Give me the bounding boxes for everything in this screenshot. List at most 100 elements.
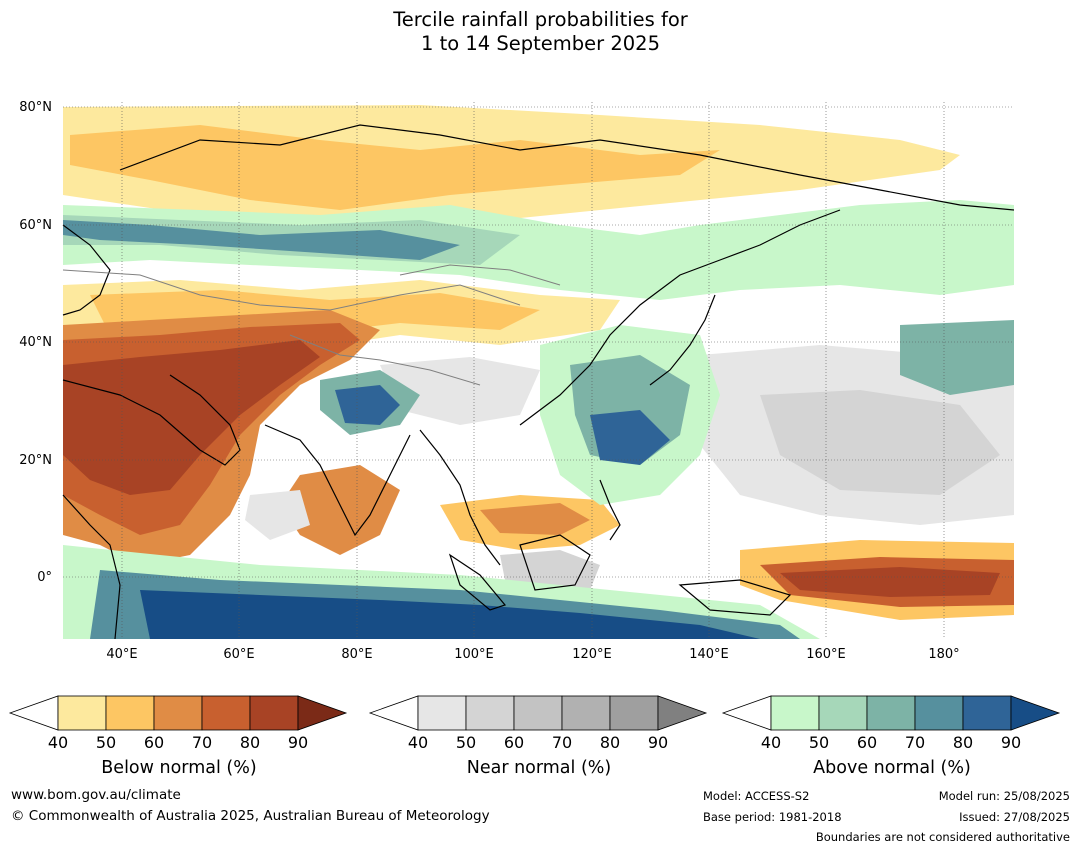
lat-label-60n: 60°N [19,218,52,233]
near-normal-china [380,357,540,425]
below-normal-areas [63,105,1014,620]
lon-label-60e: 60°E [223,647,254,662]
near-colorbar-segment [513,695,563,731]
map-frame [62,102,1015,640]
lon-label-40e: 40°E [106,647,137,662]
near-colorbar-segment [417,695,467,731]
graticule [63,102,1014,639]
boundary-mongolia [399,264,561,286]
coastline-africa-east [62,494,121,640]
boundary-central-asia [62,269,521,311]
lon-label-140e: 140°E [689,647,729,662]
below-colorbar-tick-label: 90 [288,733,308,752]
lon-label-120e: 120°E [572,647,612,662]
coastline-east-asia [519,209,841,426]
near-normal-arabian-sea [245,490,310,540]
near-colorbar-segment [465,695,515,731]
coastline-arabia [62,374,241,466]
lat-label-0: 0° [37,570,52,585]
longitude-labels: 40°E 60°E 80°E 100°E 120°E 140°E 160°E 1… [106,647,959,662]
above-colorbar-tick-label: 50 [809,733,829,752]
title-line-1: Tercile rainfall probabilities for [393,8,688,31]
above-normal-north-pacific-east [900,320,1014,395]
above-colorbar-segment [818,695,868,731]
near-colorbar-tick-label: 80 [600,733,620,752]
coastline-new-guinea [678,579,792,616]
above-colorbar-tick-label: 90 [1001,733,1021,752]
above-colorbar-left-arrow [721,695,772,731]
coastline-arctic [119,124,1015,211]
lon-label-80e: 80°E [341,647,372,662]
above-colorbar-right-arrow [1010,695,1061,731]
lat-label-20n: 20°N [19,453,52,468]
above-colorbar-segment [962,695,1012,731]
footer-issued: Issued: 27/08/2025 [959,810,1070,824]
below-colorbar-tick-label: 70 [192,733,212,752]
country-boundaries [62,264,561,386]
below-colorbar-left-arrow [8,695,59,731]
below-normal-philippines [480,503,590,535]
footer-copyright: © Commonwealth of Australia 2025, Austra… [11,808,490,824]
below-colorbar-segment [249,695,299,731]
near-colorbar-segment [609,695,659,731]
footer-model-run: Model run: 25/08/2025 [938,789,1070,803]
footer-disclaimer: Boundaries are not considered authoritat… [815,830,1070,844]
above-normal-areas [63,200,1014,639]
lon-label-100e: 100°E [454,647,494,662]
above-colorbar-segment [914,695,964,731]
below-colorbar-segment [105,695,155,731]
below-colorbar-tick-label: 50 [96,733,116,752]
boundary-china-india [289,334,481,386]
coastline-europe-west [62,224,111,316]
near-normal-north-pacific-inner [760,390,1000,495]
below-colorbar-segment [153,695,203,731]
above-normal-siberia-core [63,220,460,260]
above-normal-east-asia-core [590,410,670,465]
colorbar-title-above: Above normal (%) [813,758,971,778]
latitude-labels: 80°N 60°N 40°N 20°N 0° [19,100,52,585]
above-colorbar-tick-label: 70 [905,733,925,752]
near-colorbar-tick-label: 50 [456,733,476,752]
map-title: Tercile rainfall probabilities for 1 to … [0,8,1081,56]
near-colorbar-segment [561,695,611,731]
above-colorbar-segment [770,695,820,731]
coastline-borneo [519,534,591,591]
coastline-philippines [599,479,621,541]
above-normal-indian-ocean-core [140,590,760,639]
colorbar-near-normal: 40 50 60 70 80 90 [368,695,708,752]
colorbar-below-normal: 40 50 60 70 80 90 [8,695,348,752]
colorbar-title-below: Below normal (%) [101,758,257,778]
rainfall-probability-map: 80°N 60°N 40°N 20°N 0° 40°E 60°E 80°E 10… [19,100,1015,662]
lat-label-80n: 80°N [19,100,52,115]
lon-label-160e: 160°E [806,647,846,662]
footer-base-period: Base period: 1981-2018 [703,810,842,824]
footer-model: Model: ACCESS-S2 [703,789,810,803]
near-colorbar-tick-label: 60 [504,733,524,752]
above-colorbar-tick-label: 60 [857,733,877,752]
above-colorbar-segment [866,695,916,731]
above-colorbar-tick-label: 40 [761,733,781,752]
below-colorbar-tick-label: 60 [144,733,164,752]
coastline-japan [649,294,716,386]
above-normal-bay-of-bengal-core [335,385,400,425]
below-colorbar-segment [201,695,251,731]
near-colorbar-tick-label: 40 [408,733,428,752]
below-colorbar-right-arrow [297,695,348,731]
below-colorbar-segment [57,695,107,731]
coastline-india [264,424,411,537]
above-colorbar-tick-label: 80 [953,733,973,752]
below-normal-india [280,465,400,555]
below-normal-arabia-core [63,340,320,495]
near-colorbar-right-arrow [657,695,708,731]
title-line-2: 1 to 14 September 2025 [421,32,660,55]
lon-label-180: 180° [928,647,959,662]
near-colorbar-left-arrow [368,695,419,731]
colorbar-title-near: Near normal (%) [466,758,612,778]
coastlines [62,124,1015,640]
below-normal-pacific-core [780,567,1000,597]
below-normal-northern-core [70,125,720,210]
footer-website: www.bom.gov.au/climate [11,787,181,803]
below-colorbar-tick-label: 80 [240,733,260,752]
coastline-sumatra [448,553,507,611]
coastline-southeast-asia [419,429,501,566]
